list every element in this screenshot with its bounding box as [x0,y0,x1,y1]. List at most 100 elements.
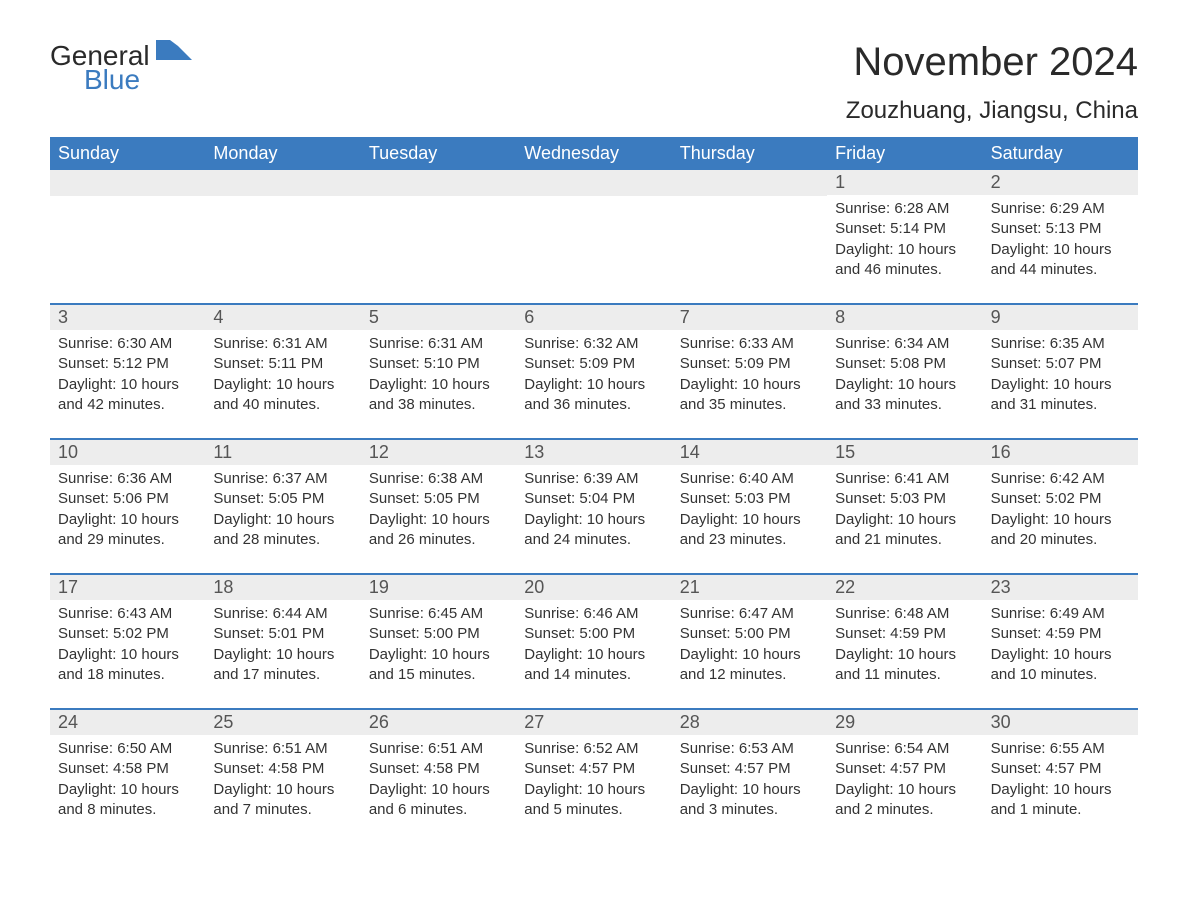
day-cell: 15Sunrise: 6:41 AMSunset: 5:03 PMDayligh… [827,440,982,555]
sunrise-text: Sunrise: 6:31 AM [213,334,352,354]
sunrise-text: Sunrise: 6:47 AM [680,604,819,624]
day-cell: 30Sunrise: 6:55 AMSunset: 4:57 PMDayligh… [983,710,1138,825]
daylight-text: Daylight: 10 hours and 31 minutes. [991,375,1130,416]
sunrise-text: Sunrise: 6:28 AM [835,199,974,219]
sunrise-text: Sunrise: 6:30 AM [58,334,197,354]
daylight-text: Daylight: 10 hours and 38 minutes. [369,375,508,416]
day-detail: Sunrise: 6:52 AMSunset: 4:57 PMDaylight:… [516,735,671,820]
day-detail: Sunrise: 6:44 AMSunset: 5:01 PMDaylight:… [205,600,360,685]
day-detail: Sunrise: 6:33 AMSunset: 5:09 PMDaylight:… [672,330,827,415]
sunrise-text: Sunrise: 6:48 AM [835,604,974,624]
sunset-text: Sunset: 5:08 PM [835,354,974,374]
daylight-text: Daylight: 10 hours and 17 minutes. [213,645,352,686]
day-number: 6 [516,305,671,330]
sunrise-text: Sunrise: 6:32 AM [524,334,663,354]
empty-bar [672,170,827,196]
day-number: 18 [205,575,360,600]
sunrise-text: Sunrise: 6:50 AM [58,739,197,759]
week-row: 10Sunrise: 6:36 AMSunset: 5:06 PMDayligh… [50,438,1138,555]
daylight-text: Daylight: 10 hours and 18 minutes. [58,645,197,686]
day-number: 5 [361,305,516,330]
daylight-text: Daylight: 10 hours and 21 minutes. [835,510,974,551]
day-detail: Sunrise: 6:40 AMSunset: 5:03 PMDaylight:… [672,465,827,550]
day-number: 12 [361,440,516,465]
day-number: 7 [672,305,827,330]
daylight-text: Daylight: 10 hours and 10 minutes. [991,645,1130,686]
day-number: 11 [205,440,360,465]
day-detail: Sunrise: 6:46 AMSunset: 5:00 PMDaylight:… [516,600,671,685]
empty-cell [361,170,516,285]
day-number: 13 [516,440,671,465]
day-number: 22 [827,575,982,600]
day-cell: 4Sunrise: 6:31 AMSunset: 5:11 PMDaylight… [205,305,360,420]
day-detail: Sunrise: 6:55 AMSunset: 4:57 PMDaylight:… [983,735,1138,820]
weeks-container: 1Sunrise: 6:28 AMSunset: 5:14 PMDaylight… [50,170,1138,825]
day-detail: Sunrise: 6:49 AMSunset: 4:59 PMDaylight:… [983,600,1138,685]
empty-cell [516,170,671,285]
day-detail: Sunrise: 6:53 AMSunset: 4:57 PMDaylight:… [672,735,827,820]
sunset-text: Sunset: 4:57 PM [835,759,974,779]
day-cell: 13Sunrise: 6:39 AMSunset: 5:04 PMDayligh… [516,440,671,555]
header-row: General Blue November 2024 Zouzhuang, Ji… [50,40,1138,125]
empty-bar [516,170,671,196]
empty-bar [361,170,516,196]
sunrise-text: Sunrise: 6:45 AM [369,604,508,624]
day-cell: 11Sunrise: 6:37 AMSunset: 5:05 PMDayligh… [205,440,360,555]
day-cell: 21Sunrise: 6:47 AMSunset: 5:00 PMDayligh… [672,575,827,690]
sunset-text: Sunset: 4:57 PM [991,759,1130,779]
day-number: 26 [361,710,516,735]
day-detail: Sunrise: 6:47 AMSunset: 5:00 PMDaylight:… [672,600,827,685]
sunrise-text: Sunrise: 6:40 AM [680,469,819,489]
sunrise-text: Sunrise: 6:54 AM [835,739,974,759]
sunset-text: Sunset: 5:01 PM [213,624,352,644]
day-number: 3 [50,305,205,330]
day-cell: 18Sunrise: 6:44 AMSunset: 5:01 PMDayligh… [205,575,360,690]
weekday-label: Sunday [50,137,205,170]
daylight-text: Daylight: 10 hours and 40 minutes. [213,375,352,416]
daylight-text: Daylight: 10 hours and 1 minute. [991,780,1130,821]
empty-cell [672,170,827,285]
day-number: 23 [983,575,1138,600]
daylight-text: Daylight: 10 hours and 24 minutes. [524,510,663,551]
daylight-text: Daylight: 10 hours and 28 minutes. [213,510,352,551]
sunrise-text: Sunrise: 6:34 AM [835,334,974,354]
day-detail: Sunrise: 6:54 AMSunset: 4:57 PMDaylight:… [827,735,982,820]
day-number: 14 [672,440,827,465]
sunrise-text: Sunrise: 6:39 AM [524,469,663,489]
day-number: 16 [983,440,1138,465]
daylight-text: Daylight: 10 hours and 23 minutes. [680,510,819,551]
daylight-text: Daylight: 10 hours and 8 minutes. [58,780,197,821]
sunset-text: Sunset: 5:03 PM [835,489,974,509]
day-number: 24 [50,710,205,735]
sunrise-text: Sunrise: 6:55 AM [991,739,1130,759]
daylight-text: Daylight: 10 hours and 46 minutes. [835,240,974,281]
sunset-text: Sunset: 5:06 PM [58,489,197,509]
daylight-text: Daylight: 10 hours and 35 minutes. [680,375,819,416]
daylight-text: Daylight: 10 hours and 26 minutes. [369,510,508,551]
day-cell: 19Sunrise: 6:45 AMSunset: 5:00 PMDayligh… [361,575,516,690]
day-number: 1 [827,170,982,195]
sunset-text: Sunset: 5:11 PM [213,354,352,374]
sunrise-text: Sunrise: 6:29 AM [991,199,1130,219]
daylight-text: Daylight: 10 hours and 44 minutes. [991,240,1130,281]
day-detail: Sunrise: 6:43 AMSunset: 5:02 PMDaylight:… [50,600,205,685]
daylight-text: Daylight: 10 hours and 33 minutes. [835,375,974,416]
daylight-text: Daylight: 10 hours and 42 minutes. [58,375,197,416]
sunrise-text: Sunrise: 6:36 AM [58,469,197,489]
sunset-text: Sunset: 5:14 PM [835,219,974,239]
sunset-text: Sunset: 4:59 PM [991,624,1130,644]
sunset-text: Sunset: 4:58 PM [58,759,197,779]
weekday-label: Tuesday [361,137,516,170]
day-detail: Sunrise: 6:35 AMSunset: 5:07 PMDaylight:… [983,330,1138,415]
sunset-text: Sunset: 5:09 PM [524,354,663,374]
day-cell: 10Sunrise: 6:36 AMSunset: 5:06 PMDayligh… [50,440,205,555]
day-number: 2 [983,170,1138,195]
logo-text-blue: Blue [84,64,192,96]
daylight-text: Daylight: 10 hours and 14 minutes. [524,645,663,686]
day-number: 28 [672,710,827,735]
day-number: 8 [827,305,982,330]
sunset-text: Sunset: 5:05 PM [369,489,508,509]
day-cell: 1 Sunrise: 6:28 AMSunset: 5:14 PMDaylight… [827,170,982,285]
sunrise-text: Sunrise: 6:38 AM [369,469,508,489]
week-row: 3Sunrise: 6:30 AMSunset: 5:12 PMDaylight… [50,303,1138,420]
